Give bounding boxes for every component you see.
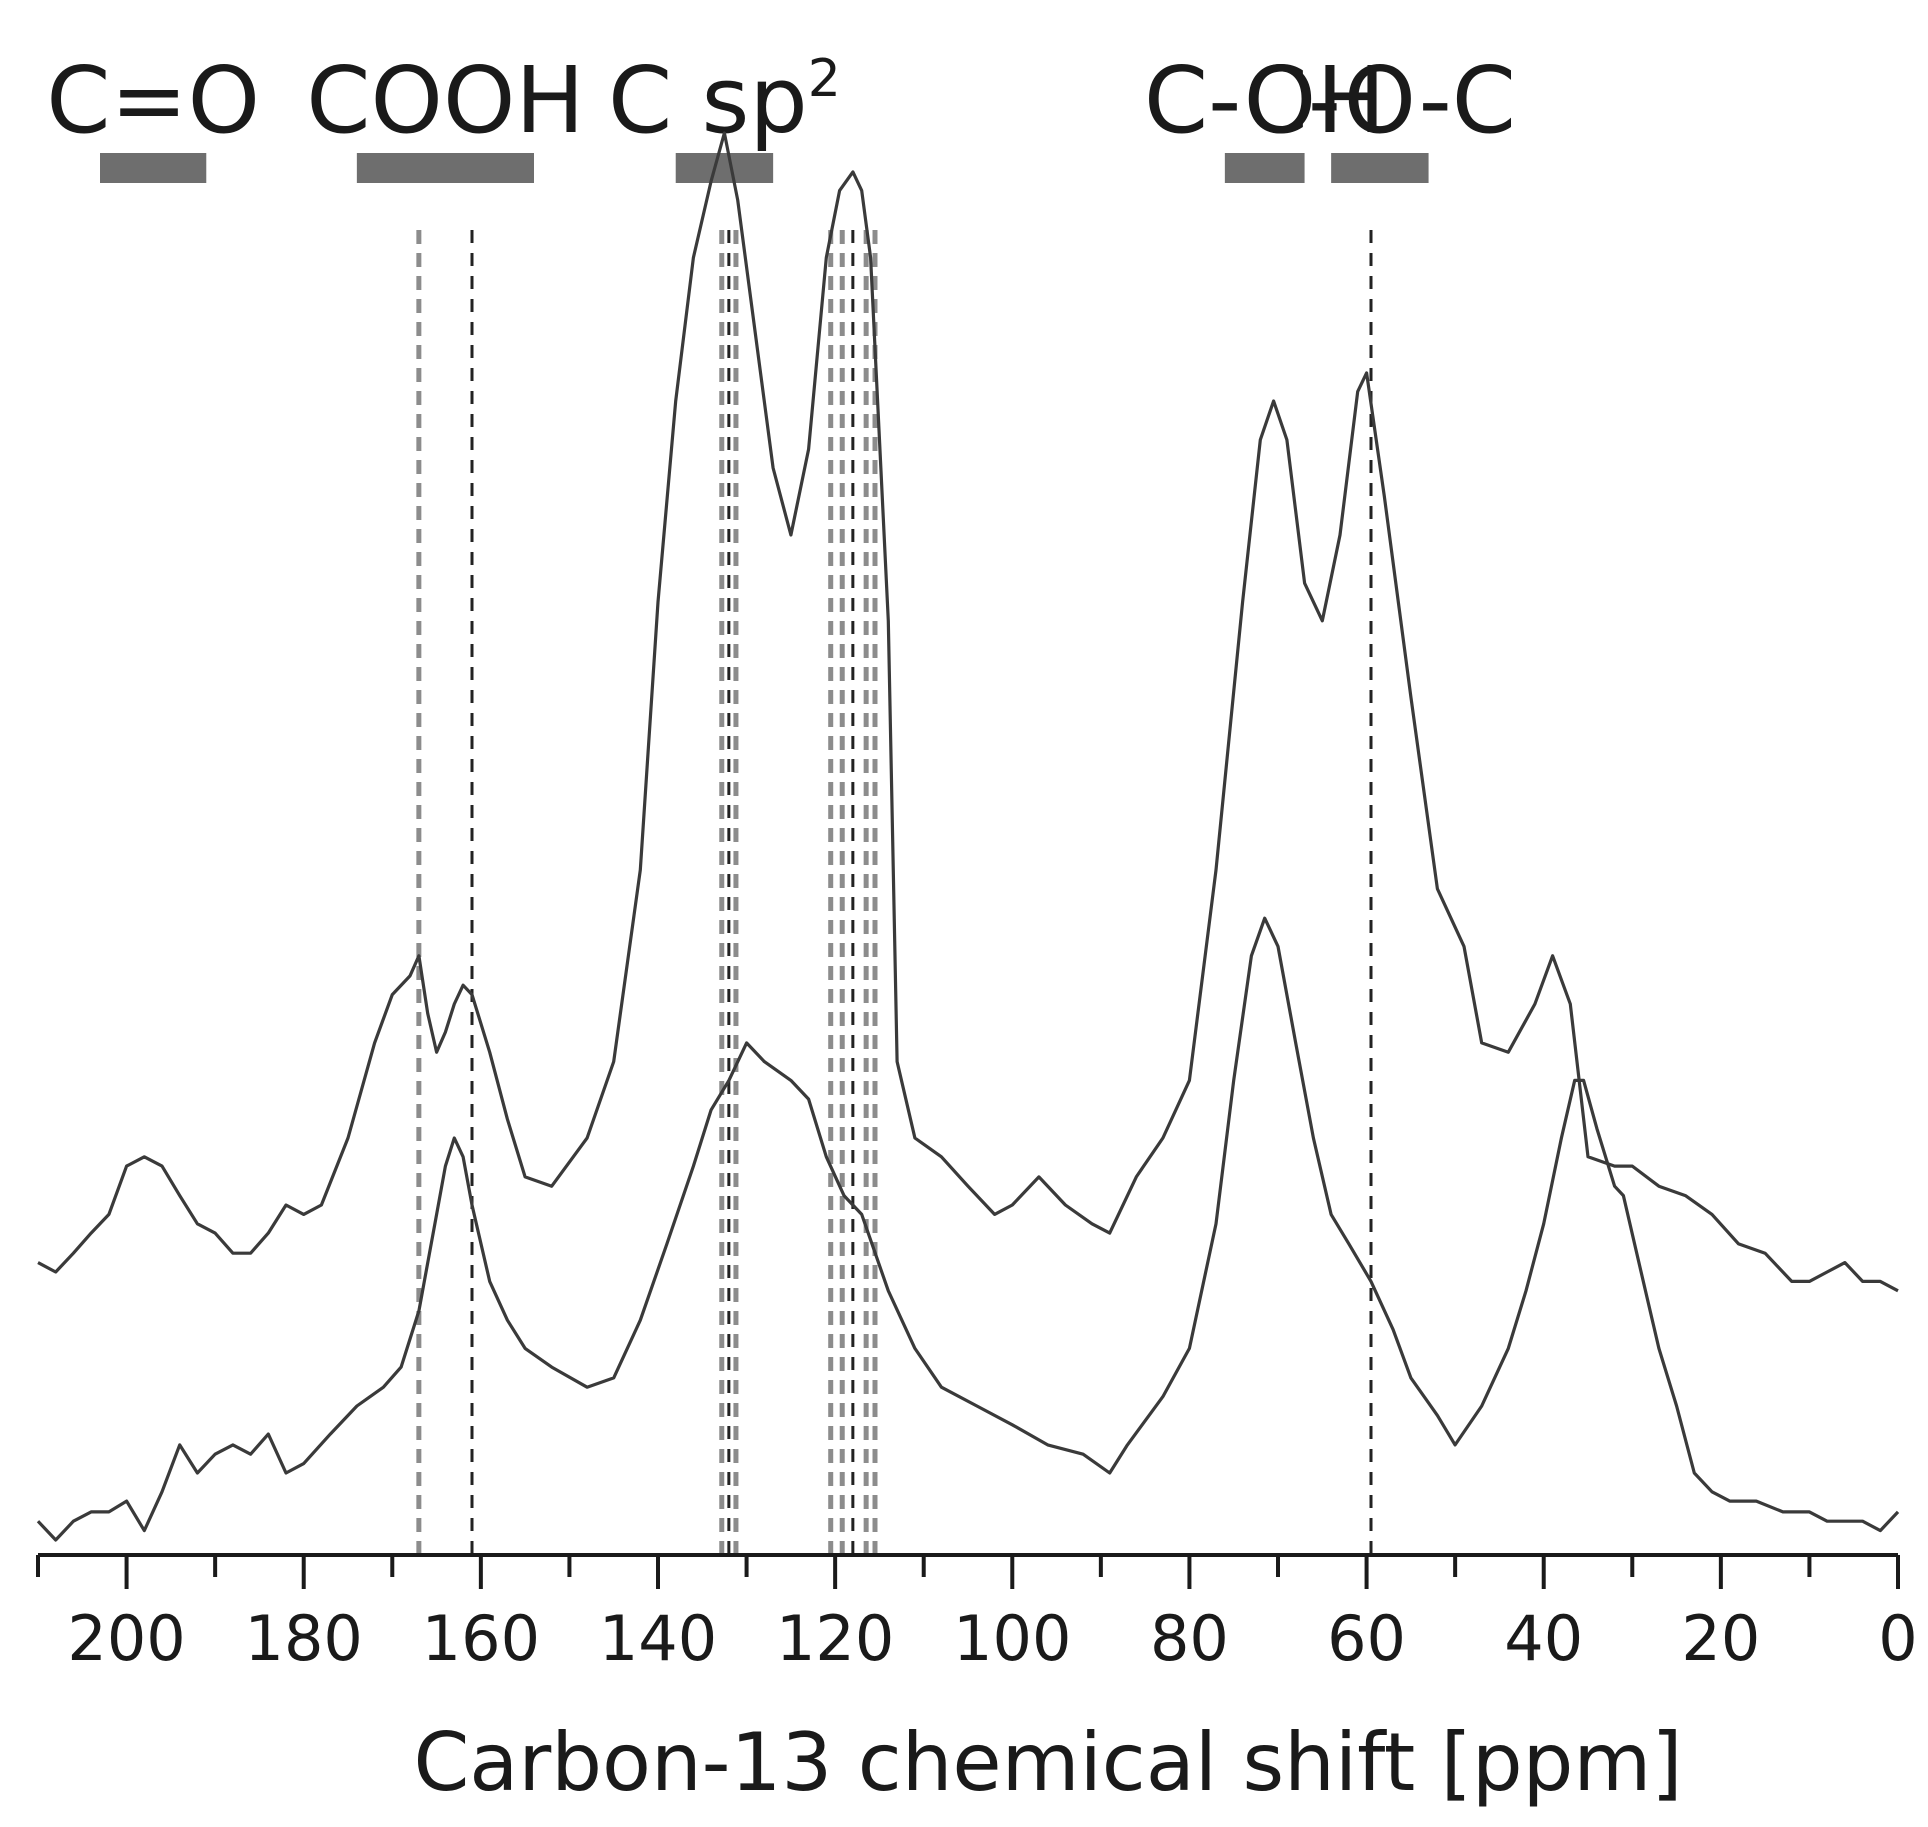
x-axis: 200 180 160 140 120 100 80 60 40 20 0 [36, 1553, 1918, 1675]
spectrum-line-1 [36, 916, 1900, 1542]
x-tick-label: 120 [776, 1602, 894, 1675]
x-axis-title: Carbon-13 chemical shift [ppm] [413, 1716, 1682, 1809]
x-tick-label: 180 [245, 1602, 363, 1675]
region-bar-2 [675, 153, 774, 183]
x-tick-label: 100 [953, 1602, 1071, 1675]
x-tick-label: 80 [1150, 1602, 1229, 1675]
x-tick-label: 0 [1878, 1602, 1917, 1675]
region-bar-1 [356, 153, 534, 183]
region-bar-0 [100, 153, 207, 183]
x-tick-label: 140 [599, 1602, 717, 1675]
spectra [36, 131, 1900, 1542]
region-label-superscript-2: 2 [808, 49, 841, 109]
x-tick-label: 40 [1504, 1602, 1583, 1675]
region-label-4: C-O-C [1244, 47, 1516, 154]
x-tick-label: 200 [67, 1602, 185, 1675]
region-bars: C=O COOH C sp2 C-OHC-O-C [46, 47, 1516, 183]
region-label-1: COOH [306, 47, 584, 154]
region-bar-4 [1331, 153, 1429, 183]
spectrum-line-0 [37, 131, 1899, 1293]
x-tick-label: 160 [422, 1602, 540, 1675]
reference-lines [416, 230, 1373, 1555]
region-label-3: C-OH [1144, 47, 1386, 154]
x-tick-label: 60 [1327, 1602, 1406, 1675]
x-tick-label: 20 [1681, 1602, 1760, 1675]
region-label-0: C=O [46, 47, 260, 154]
region-bar-3 [1224, 153, 1305, 183]
